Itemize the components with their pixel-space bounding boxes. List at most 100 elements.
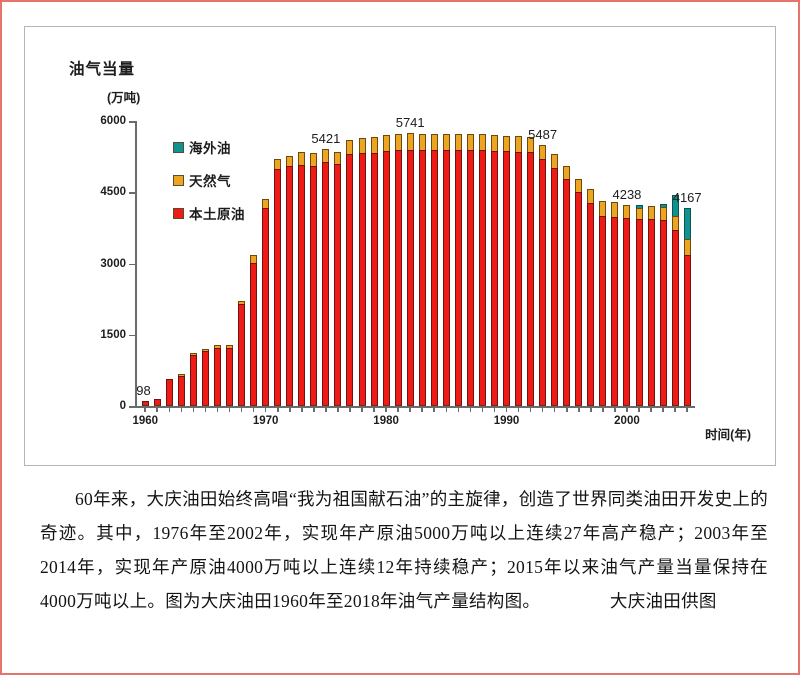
bar-1997[interactable] <box>587 189 595 406</box>
bar-segment-gas <box>322 148 330 163</box>
x-axis-tick <box>421 407 424 412</box>
bar-1960[interactable]: 98 <box>136 383 151 406</box>
bar-value-label: 5487 <box>528 127 558 143</box>
bar-2001[interactable] <box>635 205 643 406</box>
x-axis-tick <box>397 407 399 412</box>
chart-title: 油气当量 <box>69 61 136 78</box>
bar-segment-domestic <box>551 168 559 406</box>
bar-2004[interactable] <box>671 195 679 406</box>
bar-segment-gas <box>671 215 679 231</box>
legend-item-gas[interactable]: 天然气 <box>173 170 245 190</box>
bar-1967[interactable] <box>226 345 234 406</box>
bar-2003[interactable] <box>659 203 667 406</box>
bar-1961[interactable] <box>153 398 161 406</box>
legend-swatch-overseas-icon <box>173 141 184 153</box>
bar-segment-gas <box>213 345 221 348</box>
x-axis-tick <box>156 407 159 412</box>
bar-1996[interactable] <box>575 179 583 406</box>
bar-segment-gas <box>177 373 185 376</box>
bar-1975[interactable]: 5421 <box>311 131 340 406</box>
legend-swatch-domestic-icon <box>173 207 184 219</box>
bar-segment-domestic <box>201 351 209 406</box>
bar-segment-gas <box>346 140 354 155</box>
x-axis-tick <box>240 407 243 412</box>
bar-1978[interactable] <box>358 138 366 406</box>
bar-1966[interactable] <box>213 345 221 406</box>
bar-1988[interactable] <box>478 134 486 406</box>
bar-1989[interactable] <box>490 134 498 406</box>
x-axis-tick <box>590 407 592 412</box>
legend-label-overseas: 海外油 <box>189 141 231 156</box>
bar-1998[interactable] <box>599 201 607 406</box>
bar-1969[interactable] <box>250 254 258 406</box>
bar-1987[interactable] <box>466 134 474 406</box>
x-axis-tick <box>300 407 303 412</box>
bar-1983[interactable] <box>418 133 426 406</box>
x-axis-tick <box>288 407 291 412</box>
bar-1962[interactable] <box>165 379 173 406</box>
x-axis-line <box>135 406 695 408</box>
bar-1965[interactable] <box>201 349 209 406</box>
caption-text: 60年来，大庆油田始终高唱“我为祖国献石油”的主旋律，创造了世界同类油田开发史上… <box>40 489 768 612</box>
bar-1971[interactable] <box>274 159 282 406</box>
bar-1972[interactable] <box>286 155 294 406</box>
bar-1963[interactable] <box>177 373 185 406</box>
bar-1984[interactable] <box>430 133 438 406</box>
bar-1995[interactable] <box>563 165 571 406</box>
bar-segment-domestic <box>623 217 631 406</box>
bar-segment-domestic <box>274 168 282 406</box>
x-axis-tick <box>228 407 231 412</box>
figure-caption: 60年来，大庆油田始终高唱“我为祖国献石油”的主旋律，创造了世界同类油田开发史上… <box>40 482 768 619</box>
bar-1968[interactable] <box>238 300 246 406</box>
bar-2005[interactable]: 4167 <box>673 190 702 406</box>
bar-segment-overseas <box>671 195 679 216</box>
x-axis-tick <box>433 407 436 412</box>
x-axis-tick <box>529 407 532 412</box>
x-axis-tick <box>638 407 640 412</box>
bar-1985[interactable] <box>442 133 450 406</box>
bar-1993[interactable]: 5487 <box>528 127 557 406</box>
bar-1992[interactable] <box>527 136 535 406</box>
y-axis-tick <box>129 121 135 123</box>
legend-item-overseas[interactable]: 海外油 <box>173 137 245 157</box>
bar-1999[interactable] <box>611 202 619 406</box>
bar-segment-domestic <box>599 215 607 406</box>
legend-item-domestic[interactable]: 本土原油 <box>173 203 245 223</box>
bar-segment-domestic <box>539 159 547 406</box>
bar-1976[interactable] <box>334 151 342 406</box>
bar-1970[interactable] <box>262 198 270 406</box>
bar-segment-gas <box>503 135 511 152</box>
bar-1980[interactable] <box>382 135 390 406</box>
bar-segment-gas <box>406 133 414 150</box>
x-axis-tick <box>180 407 183 412</box>
bar-1964[interactable] <box>189 352 197 406</box>
x-axis-tick <box>469 407 472 412</box>
x-axis-tick <box>385 407 387 412</box>
x-axis-tick <box>481 407 484 412</box>
bar-1977[interactable] <box>346 140 354 406</box>
bar-1986[interactable] <box>454 133 462 406</box>
bar-2002[interactable] <box>647 206 655 406</box>
bar-1974[interactable] <box>310 153 318 406</box>
bar-1990[interactable] <box>503 135 511 406</box>
bar-segment-gas <box>587 189 595 203</box>
bar-1981[interactable] <box>394 133 402 406</box>
bar-1991[interactable] <box>515 136 523 406</box>
bar-segment-domestic <box>671 230 679 406</box>
bar-1979[interactable] <box>370 137 378 406</box>
bar-segment-gas <box>683 239 691 255</box>
bar-1994[interactable] <box>551 154 559 406</box>
x-axis-tick <box>264 407 267 412</box>
bar-1982[interactable]: 5741 <box>396 115 425 406</box>
caption-credit: 大庆油田供图 <box>609 591 717 612</box>
x-axis-tick <box>626 407 628 412</box>
x-axis-tick <box>216 407 219 412</box>
bar-segment-gas <box>647 206 655 220</box>
bar-2000[interactable]: 4238 <box>612 187 641 406</box>
bar-1973[interactable] <box>298 152 306 406</box>
bar-segment-gas <box>454 133 462 150</box>
y-axis-tick <box>129 334 135 337</box>
y-axis-tick-label: 1500 <box>100 328 126 341</box>
bar-segment-gas <box>515 136 523 152</box>
